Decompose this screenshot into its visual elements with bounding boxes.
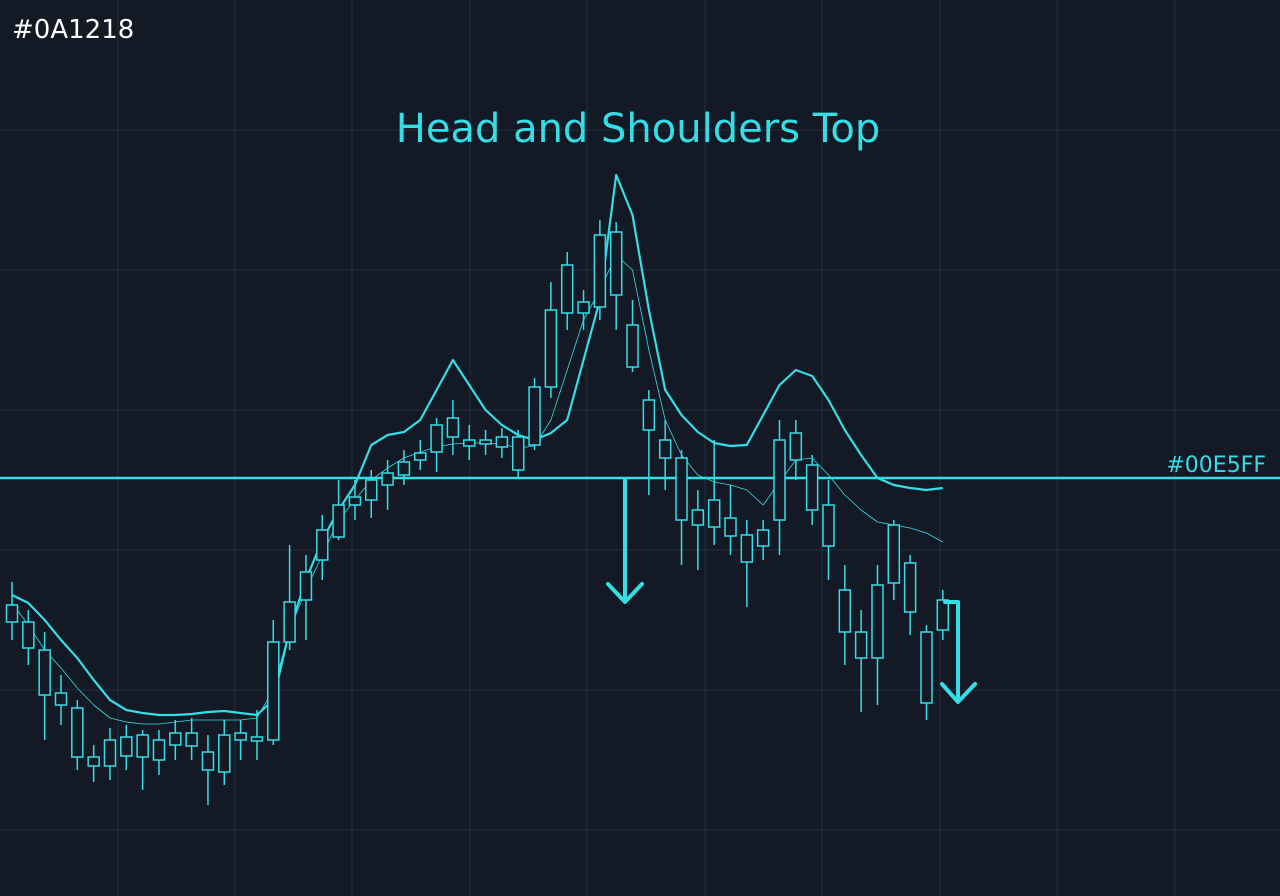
candle-body	[87, 756, 100, 767]
candle-body	[560, 264, 574, 314]
candle-body	[152, 739, 166, 761]
candle-body	[658, 439, 672, 459]
candle-body	[691, 509, 705, 526]
plot: #00E5FF	[0, 173, 1280, 805]
candle-body	[805, 464, 819, 511]
candle-body	[185, 732, 198, 747]
candle-body	[332, 504, 345, 538]
candle-body	[479, 439, 492, 445]
candle-body	[838, 589, 852, 633]
candle-body	[365, 479, 378, 501]
chart-title: Head and Shoulders Top	[396, 106, 880, 152]
candle-body	[22, 621, 35, 649]
candle-body	[381, 472, 394, 486]
candle-body	[642, 399, 656, 431]
candle-body	[920, 631, 933, 704]
candle-body	[54, 692, 68, 706]
candle-body	[430, 424, 443, 453]
candle-body	[120, 736, 133, 757]
candle-body	[283, 601, 296, 643]
ma-line	[11, 173, 943, 717]
candle-body	[789, 432, 803, 461]
candle-body	[528, 386, 541, 446]
candle-body	[495, 436, 509, 448]
candle-body	[675, 457, 688, 521]
candle-body	[903, 562, 917, 613]
candle-body	[446, 417, 460, 438]
candle-body	[773, 439, 786, 521]
candle-body	[707, 499, 721, 528]
corner-label: #0A1218	[12, 15, 134, 45]
candle-body	[511, 436, 525, 471]
candle-body	[544, 309, 558, 388]
candle-body	[201, 751, 215, 771]
ma-line	[11, 254, 943, 725]
candle-body	[218, 734, 231, 773]
candle-body	[397, 461, 411, 476]
candle-body	[724, 517, 737, 537]
candle-body	[413, 452, 427, 461]
candle-body	[71, 707, 84, 758]
candle-body	[626, 324, 639, 368]
candle-body	[577, 301, 590, 314]
candle-body	[299, 571, 313, 601]
candle-body	[462, 439, 476, 447]
candle-body	[267, 641, 280, 741]
candle-body	[103, 739, 117, 767]
candle-body	[316, 529, 329, 561]
neckline-label: #00E5FF	[1166, 453, 1266, 478]
candle-body	[740, 534, 754, 563]
candle-body	[822, 504, 835, 547]
candle-body	[169, 732, 182, 746]
candle-body	[609, 231, 623, 296]
candle-body	[871, 584, 884, 659]
candle-body	[136, 734, 149, 758]
candle-body	[38, 649, 51, 696]
candle-body	[854, 631, 868, 659]
candle-body	[936, 599, 950, 631]
candle-body	[348, 496, 362, 506]
candle-body	[887, 524, 901, 584]
arrows	[606, 478, 977, 704]
candle-body	[5, 604, 19, 623]
candle-body	[250, 736, 264, 742]
candle-body	[593, 234, 607, 308]
candle-body	[756, 529, 770, 547]
candle-body	[234, 732, 247, 741]
